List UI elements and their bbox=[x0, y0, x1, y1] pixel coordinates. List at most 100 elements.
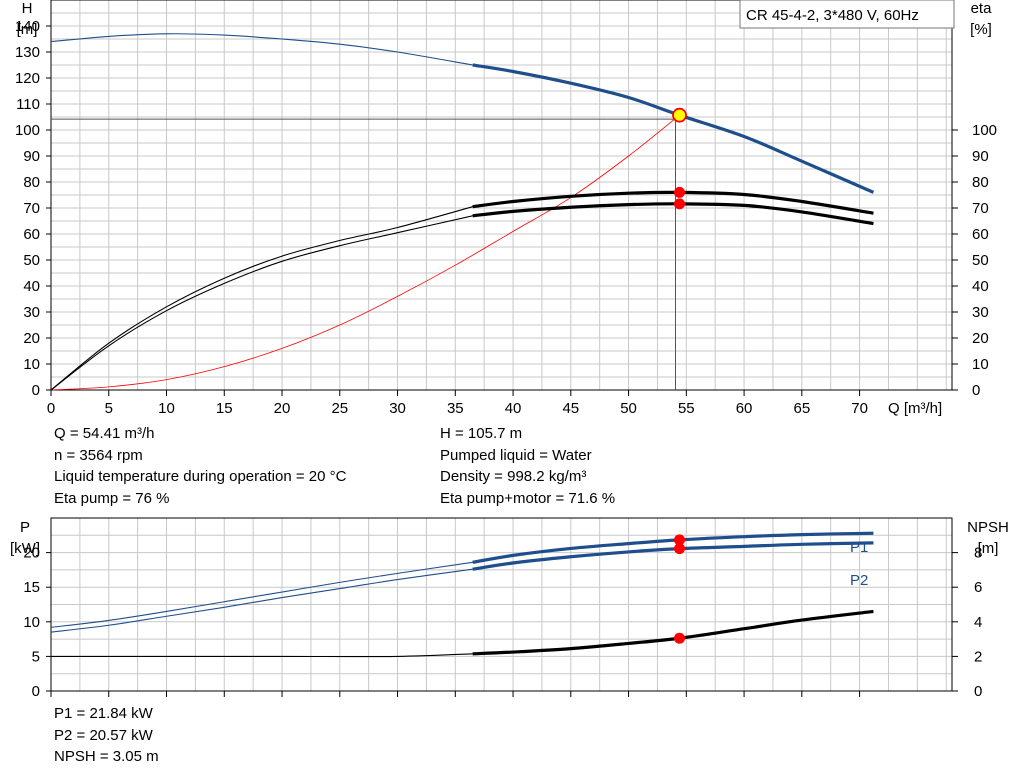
lower-right-tick-label: 4 bbox=[974, 614, 982, 631]
p1-series-label: P1 bbox=[850, 539, 868, 556]
lower-left-tick-label: 0 bbox=[32, 683, 40, 700]
upper-left-tick-label: 50 bbox=[23, 252, 40, 269]
lower-right-axis-label: NPSH bbox=[967, 519, 1009, 536]
upper-right-tick-label: 80 bbox=[972, 174, 989, 191]
lower-p1-curve-thin bbox=[50, 561, 473, 628]
lower-frame bbox=[50, 517, 953, 692]
upper-eta_pump_motor-curve-thin bbox=[50, 215, 473, 391]
info-head: H = 105.7 m bbox=[440, 425, 523, 442]
upper-left-tick-label: 120 bbox=[15, 70, 40, 87]
upper-x-tick-label: 20 bbox=[274, 400, 291, 417]
upper-x-tick-label: 30 bbox=[389, 400, 406, 417]
eta-pump-marker bbox=[674, 186, 686, 198]
upper-x-tick-label: 40 bbox=[505, 400, 522, 417]
model-label: CR 45-4-2, 3*480 V, 60Hz bbox=[746, 7, 919, 24]
lower-left-axis-unit: [kW] bbox=[10, 540, 40, 557]
upper-right-tick-label: 90 bbox=[972, 148, 989, 165]
p2-marker bbox=[674, 543, 686, 555]
upper-left-tick-label: 60 bbox=[23, 226, 40, 243]
upper-left-tick-label: 0 bbox=[32, 382, 40, 399]
upper-right-tick-label: 40 bbox=[972, 278, 989, 295]
upper-x-tick-label: 55 bbox=[678, 400, 695, 417]
info-eta-pump-motor: Eta pump+motor = 71.6 % bbox=[440, 489, 616, 507]
lower-left-tick-label: 20 bbox=[23, 545, 40, 562]
upper-left-axis-unit: [m] bbox=[17, 21, 38, 38]
upper-x-tick-label: 5 bbox=[105, 400, 113, 417]
upper-x-tick-label: 60 bbox=[736, 400, 753, 417]
lower-right-tick-label: 2 bbox=[974, 648, 982, 665]
p1-marker bbox=[674, 534, 686, 546]
upper-right-tick-label: 50 bbox=[972, 252, 989, 269]
lower-left-tick-label: 5 bbox=[32, 648, 40, 665]
info-speed: n = 3564 rpm bbox=[54, 446, 143, 464]
lower-right-axis-unit: [m] bbox=[978, 540, 999, 557]
upper-right-tick-label: 30 bbox=[972, 304, 989, 321]
upper-left-axis-label: H bbox=[22, 0, 33, 17]
info-p1: P1 = 21.84 kW bbox=[54, 705, 153, 722]
lower-left-tick-label: 15 bbox=[23, 579, 40, 596]
info-npsh: NPSH = 3.05 m bbox=[54, 748, 159, 765]
lower-p2-curve bbox=[472, 541, 874, 571]
lower-p1-curve bbox=[472, 531, 874, 564]
upper-x-tick-label: 45 bbox=[562, 400, 579, 417]
upper-right-axis-unit: [%] bbox=[970, 21, 992, 38]
info-pumped-liquid: Pumped liquid = Water bbox=[440, 446, 592, 464]
upper-x-tick-label: 65 bbox=[793, 400, 810, 417]
upper-right-tick-label: 10 bbox=[972, 356, 989, 373]
upper-right-tick-label: 100 bbox=[972, 122, 997, 139]
upper-right-axis-label: eta bbox=[971, 0, 993, 17]
info-p2: P2 = 20.57 kW bbox=[54, 726, 153, 744]
upper-eta_pump_motor-curve bbox=[472, 202, 874, 226]
info-flow: Q = 54.41 m³/h bbox=[54, 425, 155, 442]
upper-left-tick-label: 30 bbox=[23, 304, 40, 321]
x-axis-label: Q [m³/h] bbox=[888, 400, 942, 417]
upper-head-curve-thin bbox=[50, 33, 473, 66]
upper-right-tick-label: 0 bbox=[972, 382, 980, 399]
upper-x-tick-label: 70 bbox=[851, 400, 868, 417]
upper-left-tick-label: 100 bbox=[15, 122, 40, 139]
eta-pump-motor-marker bbox=[674, 198, 686, 210]
upper-left-tick-label: 20 bbox=[23, 330, 40, 347]
lower-info: P1 = 21.84 kW P2 = 20.57 kW NPSH = 3.05 … bbox=[54, 703, 159, 768]
upper-head-curve bbox=[472, 63, 875, 194]
upper-left-tick-label: 80 bbox=[23, 174, 40, 191]
upper-x-tick-label: 15 bbox=[216, 400, 233, 417]
upper-x-tick-label: 35 bbox=[447, 400, 464, 417]
upper-x-tick-label: 10 bbox=[158, 400, 175, 417]
upper-right-tick-label: 70 bbox=[972, 200, 989, 217]
upper-left-tick-label: 10 bbox=[23, 356, 40, 373]
upper-right-tick-label: 20 bbox=[972, 330, 989, 347]
model-label-box bbox=[739, 0, 955, 29]
info-density: Density = 998.2 kg/m³ bbox=[440, 468, 587, 485]
lower-right-tick-label: 0 bbox=[974, 683, 982, 700]
upper-left-tick-label: 140 bbox=[15, 18, 40, 35]
lower-npsh-curve-thin bbox=[51, 653, 473, 658]
upper-x-tick-label: 25 bbox=[331, 400, 348, 417]
duty-point-marker bbox=[672, 107, 687, 123]
info-liquid-temperature: Liquid temperature during operation = 20… bbox=[54, 468, 347, 485]
lower-p2-curve-thin bbox=[50, 568, 473, 633]
lower-left-tick-label: 10 bbox=[23, 614, 40, 631]
upper-left-tick-label: 130 bbox=[15, 44, 40, 61]
lower-right-tick-label: 6 bbox=[974, 579, 982, 596]
upper-info-right: H = 105.7 m Pumped liquid = Water Densit… bbox=[440, 423, 615, 509]
upper-eta_pump-curve-thin bbox=[50, 206, 473, 391]
lower-npsh-curve bbox=[472, 609, 874, 656]
upper-x-tick-label: 0 bbox=[47, 400, 55, 417]
p2-series-label: P2 bbox=[850, 572, 868, 589]
upper-frame bbox=[50, 0, 953, 391]
upper-left-tick-label: 110 bbox=[16, 96, 40, 113]
upper-info-left: Q = 54.41 m³/h n = 3564 rpm Liquid tempe… bbox=[54, 423, 346, 509]
upper-left-tick-label: 40 bbox=[23, 278, 40, 295]
upper-system_curve-curve bbox=[50, 114, 680, 391]
upper-x-tick-label: 50 bbox=[620, 400, 637, 417]
npsh-marker bbox=[674, 632, 686, 644]
upper-left-tick-label: 70 bbox=[23, 200, 40, 217]
info-eta-pump: Eta pump = 76 % bbox=[54, 489, 170, 507]
upper-left-tick-label: 90 bbox=[23, 148, 40, 165]
upper-eta_pump-curve bbox=[472, 190, 874, 215]
lower-right-tick-label: 8 bbox=[974, 545, 982, 562]
lower-left-axis-label: P bbox=[20, 519, 30, 536]
upper-right-tick-label: 60 bbox=[972, 226, 989, 243]
